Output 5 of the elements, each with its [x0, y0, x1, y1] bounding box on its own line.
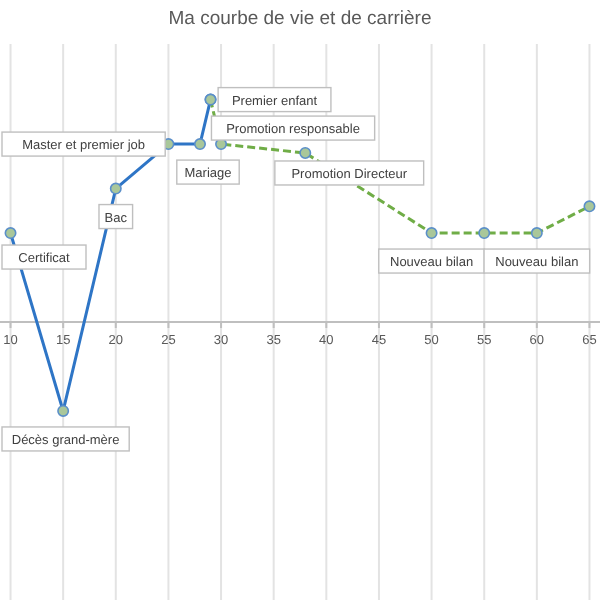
point	[194, 138, 206, 151]
chart-title: Ma courbe de vie et de carrière	[166, 8, 434, 30]
point	[4, 227, 17, 240]
point	[109, 182, 122, 195]
point	[57, 404, 70, 417]
